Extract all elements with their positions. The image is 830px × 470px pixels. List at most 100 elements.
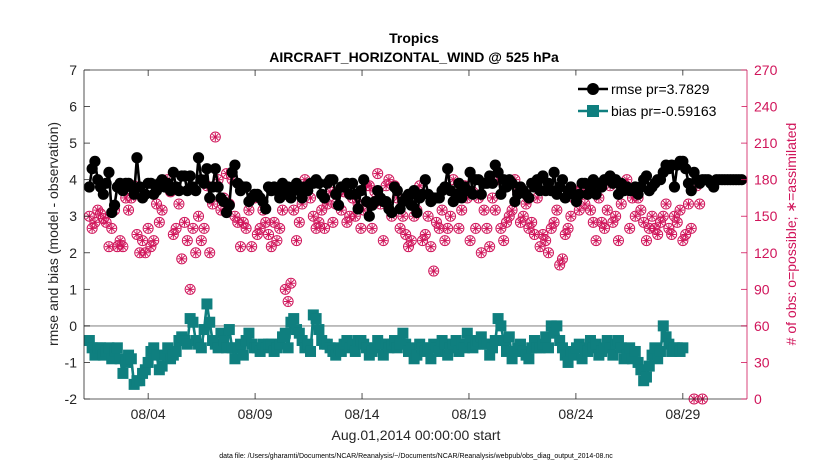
y-tick-label: 1 bbox=[69, 281, 77, 297]
x-tick-label: 08/09 bbox=[238, 406, 273, 422]
bias-point bbox=[640, 371, 652, 383]
bias-point bbox=[576, 353, 588, 365]
obs-assimilated-marker bbox=[113, 242, 122, 251]
bias-point bbox=[523, 353, 535, 365]
bias-point bbox=[475, 331, 487, 343]
obs-possible-marker bbox=[475, 247, 487, 259]
obs-assimilated-marker bbox=[267, 242, 276, 251]
bias-point bbox=[240, 335, 252, 347]
rmse-point bbox=[229, 159, 241, 171]
obs-assimilated-marker bbox=[454, 224, 464, 233]
obs-possible-marker bbox=[204, 247, 216, 259]
obs-assimilated-marker bbox=[566, 212, 576, 221]
obs-assimilated-marker bbox=[524, 224, 534, 233]
bias-point bbox=[562, 356, 574, 368]
bias-point bbox=[481, 338, 493, 350]
obs-assimilated-marker bbox=[435, 224, 444, 233]
chart-title: Tropics bbox=[389, 30, 439, 46]
y-right-tick-label: 120 bbox=[754, 245, 778, 261]
bias-point bbox=[652, 353, 664, 365]
bias-point bbox=[349, 345, 361, 357]
obs-possible-marker bbox=[551, 204, 563, 216]
obs-assimilated-marker bbox=[311, 224, 321, 233]
obs-assimilated-marker bbox=[549, 218, 559, 227]
obs-assimilated-marker bbox=[650, 224, 660, 233]
bias-point bbox=[142, 356, 154, 368]
obs-assimilated-marker bbox=[681, 230, 690, 239]
obs-possible-marker bbox=[478, 204, 490, 216]
obs-assimilated-marker bbox=[443, 224, 452, 233]
bias-point bbox=[542, 342, 554, 354]
legend: rmse pr=3.7829 bias pr=-0.59163 bbox=[572, 75, 742, 123]
bias-point bbox=[254, 345, 266, 357]
obs-possible-marker bbox=[377, 235, 389, 247]
bias-point bbox=[159, 349, 171, 361]
obs-assimilated-marker bbox=[404, 242, 413, 251]
rmse-point bbox=[523, 192, 535, 204]
bias-point bbox=[397, 327, 409, 339]
y-right-tick-label: 150 bbox=[754, 208, 778, 224]
obs-possible-marker bbox=[498, 235, 510, 247]
bias-point bbox=[422, 342, 434, 354]
bias-point bbox=[450, 335, 462, 347]
obs-assimilated-marker bbox=[614, 236, 623, 245]
rmse-point bbox=[411, 206, 423, 219]
obs-possible-marker bbox=[660, 198, 672, 210]
obs-possible-marker bbox=[277, 204, 289, 216]
rmse-point bbox=[204, 192, 216, 204]
bias-point bbox=[212, 342, 224, 354]
bias-point bbox=[433, 345, 445, 357]
bias-point bbox=[464, 335, 476, 347]
bias-point bbox=[347, 338, 359, 350]
obs-assimilated-marker bbox=[152, 199, 161, 209]
obs-assimilated-marker bbox=[244, 205, 254, 215]
bias-point bbox=[528, 335, 540, 347]
obs-assimilated-marker bbox=[496, 224, 506, 233]
obs-assimilated-marker bbox=[314, 218, 324, 227]
obs-possible-marker bbox=[671, 216, 683, 228]
legend-bias-marker bbox=[587, 105, 599, 117]
obs-assimilated-marker bbox=[115, 236, 125, 245]
bias-point bbox=[643, 360, 655, 372]
bias-point bbox=[654, 345, 666, 357]
bias-point bbox=[201, 298, 213, 310]
obs-assimilated-marker bbox=[457, 205, 466, 215]
obs-possible-marker bbox=[685, 222, 697, 234]
x-tick-label: 08/14 bbox=[345, 406, 380, 422]
rmse-point bbox=[83, 181, 95, 193]
rmse-point bbox=[260, 203, 272, 215]
obs-assimilated-marker bbox=[183, 236, 192, 245]
obs-possible-marker bbox=[419, 229, 431, 240]
bias-point bbox=[545, 320, 557, 332]
obs-possible-marker bbox=[240, 222, 252, 234]
obs-possible-marker bbox=[251, 229, 263, 240]
obs-assimilated-marker bbox=[141, 248, 150, 257]
rmse-point bbox=[190, 185, 202, 197]
obs-assimilated-marker bbox=[395, 224, 405, 233]
x-axis-label: Aug.01,2014 00:00:00 start bbox=[332, 427, 501, 443]
obs-assimilated-marker bbox=[87, 224, 97, 233]
obs-assimilated-marker bbox=[255, 224, 265, 233]
bias-point bbox=[293, 327, 305, 339]
obs-assimilated-marker bbox=[309, 212, 318, 221]
bias-point bbox=[134, 375, 146, 387]
obs-assimilated-marker bbox=[157, 205, 167, 215]
rmse-point bbox=[100, 177, 112, 189]
obs-assimilated-marker bbox=[544, 248, 553, 257]
bias-point bbox=[305, 345, 317, 357]
bias-point bbox=[615, 342, 627, 354]
obs-possible-marker bbox=[668, 210, 680, 222]
obs-possible-marker bbox=[106, 222, 118, 234]
bias-point bbox=[500, 345, 512, 357]
rmse-point bbox=[240, 181, 252, 193]
rmse-point bbox=[363, 210, 375, 222]
bias-point bbox=[181, 338, 193, 350]
obs-assimilated-marker bbox=[670, 212, 679, 221]
obs-possible-marker bbox=[282, 296, 294, 308]
obs-assimilated-marker bbox=[345, 212, 354, 221]
y-tick-label: 0 bbox=[69, 318, 77, 334]
obs-assimilated-marker bbox=[547, 224, 556, 233]
bias-point bbox=[198, 324, 210, 336]
obs-possible-marker bbox=[503, 210, 515, 222]
bias-point bbox=[411, 349, 423, 361]
